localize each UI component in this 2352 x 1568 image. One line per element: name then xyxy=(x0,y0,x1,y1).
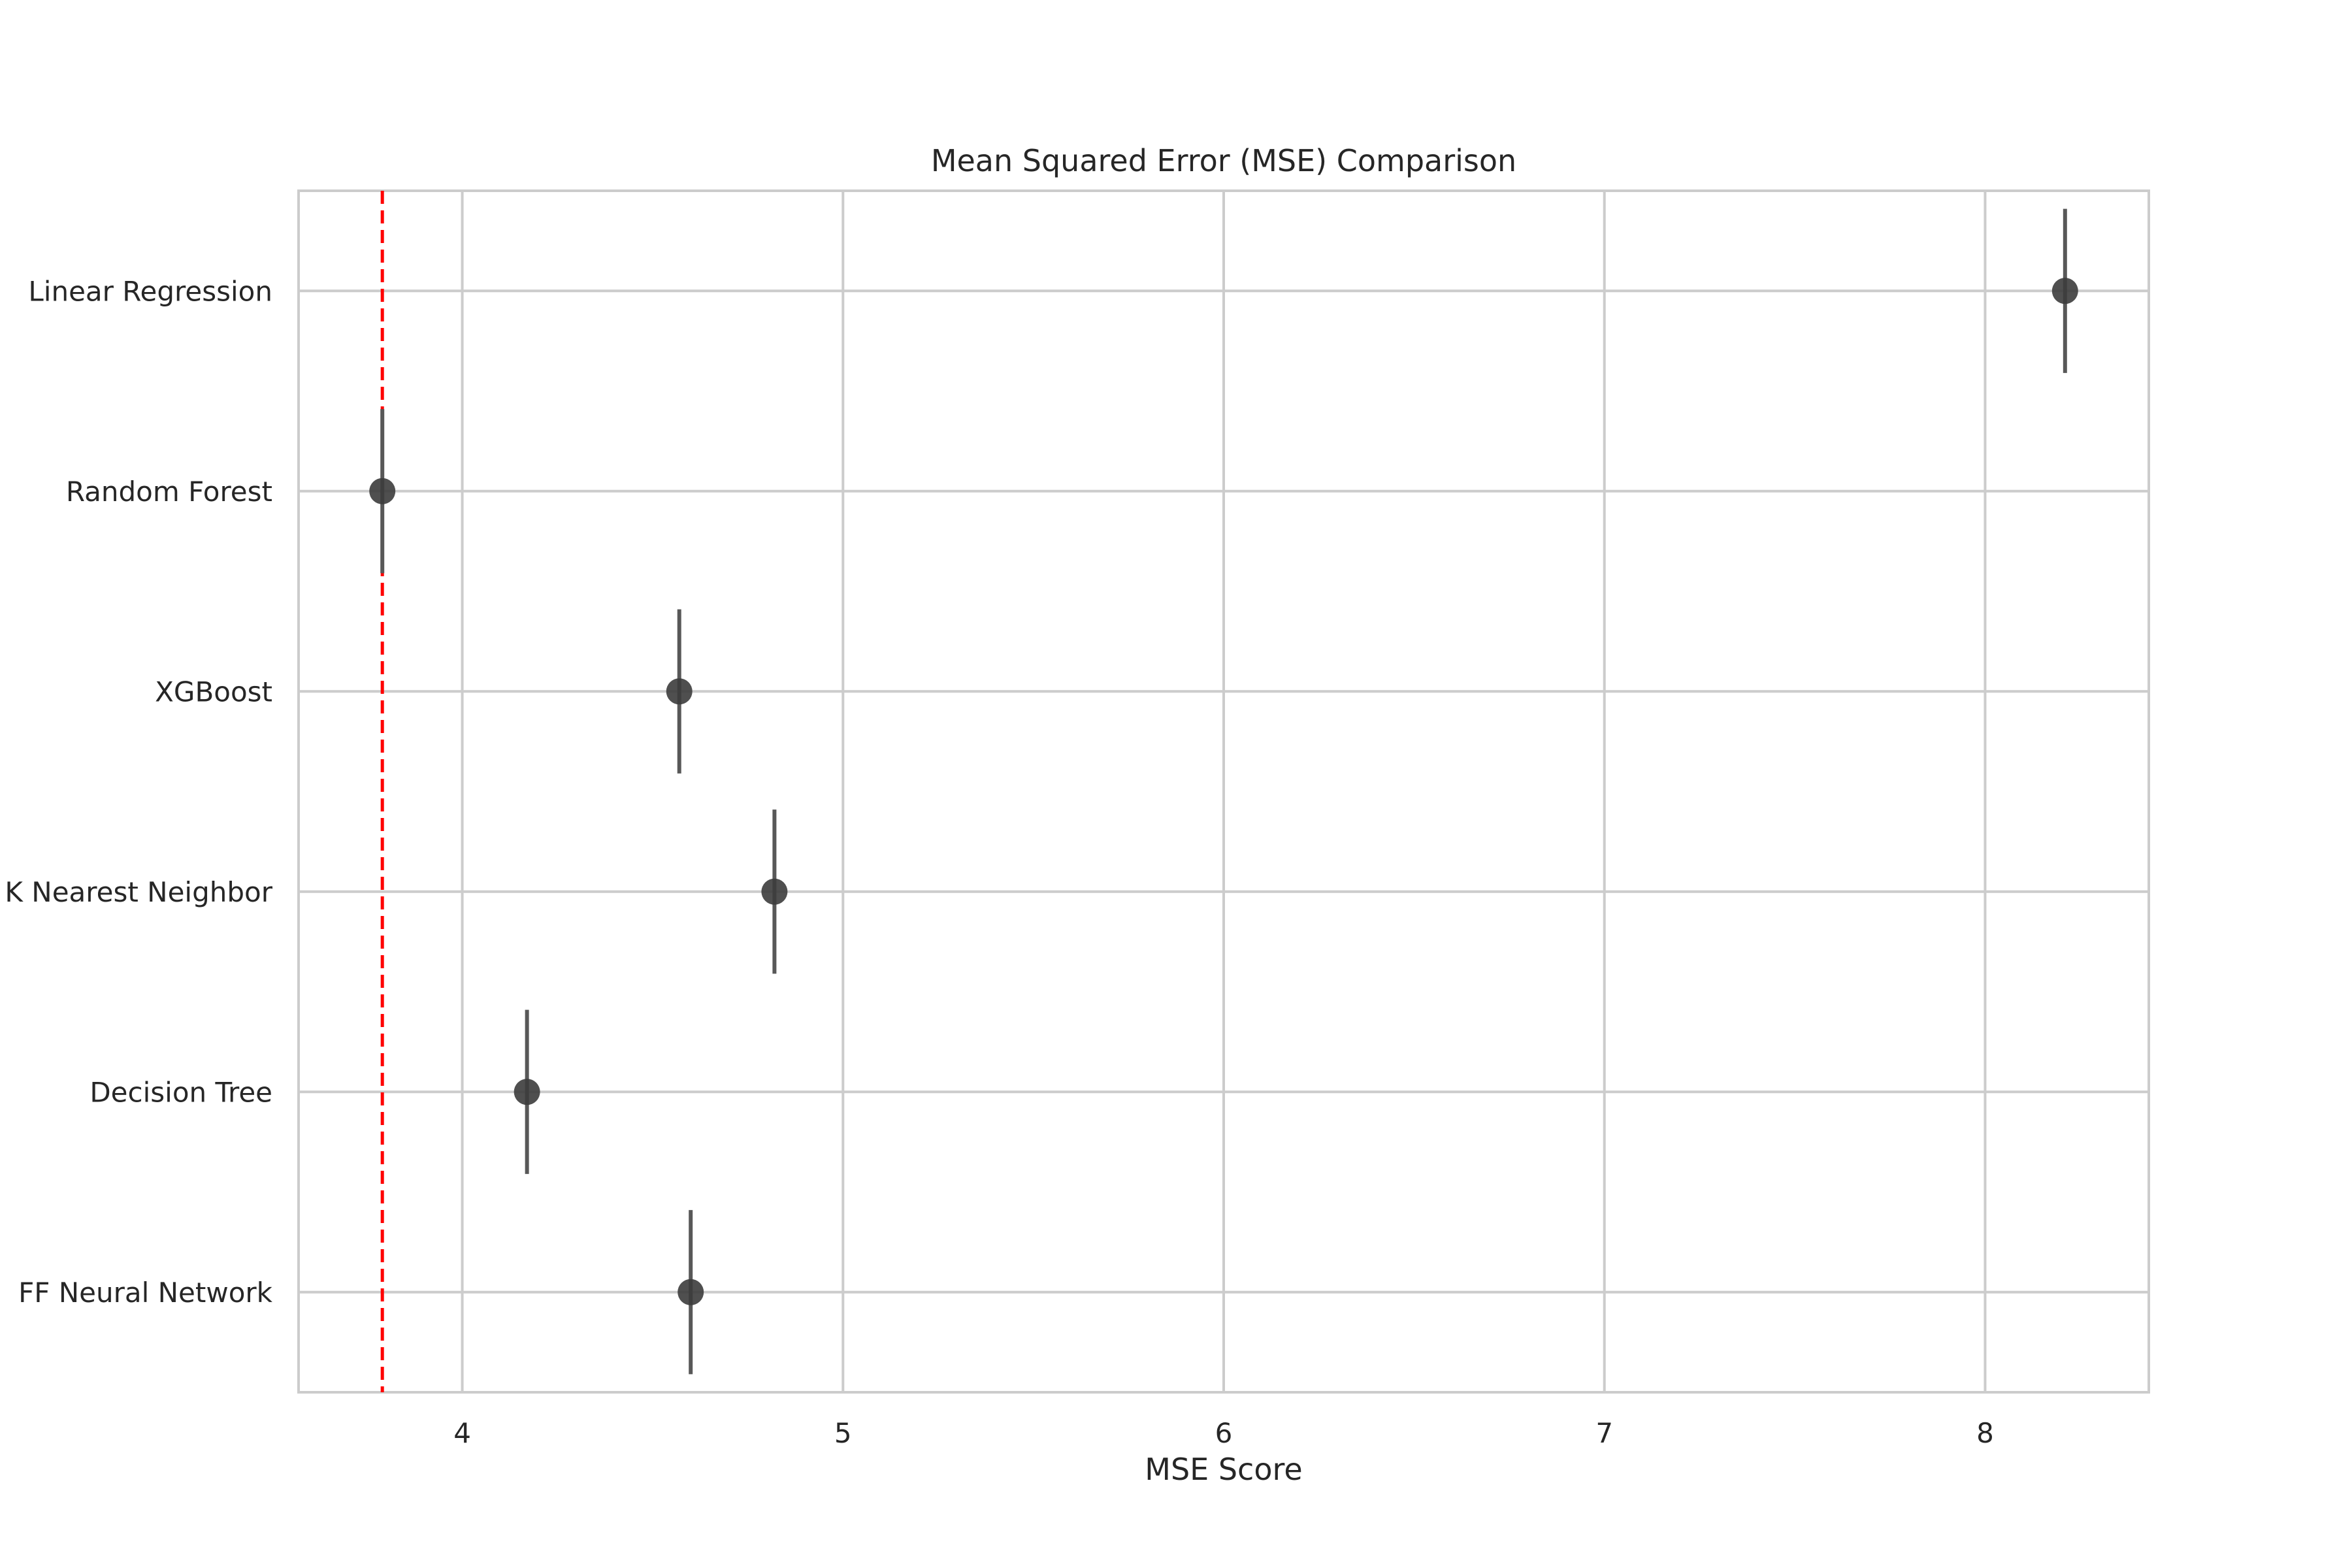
data-point xyxy=(666,678,693,705)
chart-title: Mean Squared Error (MSE) Comparison xyxy=(931,143,1516,178)
category-label: XGBoost xyxy=(155,676,272,708)
data-point xyxy=(761,878,788,905)
y-category-labels: Linear Regression Random Forest XGBoost K N… xyxy=(5,275,272,1309)
x-tick-label: 7 xyxy=(1595,1417,1613,1449)
x-tick-labels: 4 5 6 7 8 xyxy=(453,1417,1994,1449)
x-tick-label: 5 xyxy=(834,1417,852,1449)
data-point xyxy=(678,1279,704,1305)
x-tick-label: 8 xyxy=(1976,1417,1994,1449)
x-tick-label: 6 xyxy=(1215,1417,1233,1449)
category-label: Random Forest xyxy=(66,476,272,508)
category-label: Linear Regression xyxy=(28,275,272,307)
x-axis-title: MSE Score xyxy=(1145,1452,1302,1487)
plot-frame xyxy=(297,189,2150,1394)
data-point xyxy=(369,478,396,504)
data-point xyxy=(514,1079,540,1105)
category-label: Decision Tree xyxy=(90,1076,272,1108)
marks-layer xyxy=(369,208,2078,1375)
category-label: FF Neural Network xyxy=(18,1277,273,1309)
data-point xyxy=(2051,278,2078,304)
category-label: K Nearest Neighbor xyxy=(5,876,272,908)
x-tick-label: 4 xyxy=(453,1417,471,1449)
grid-layer xyxy=(299,191,2149,1392)
